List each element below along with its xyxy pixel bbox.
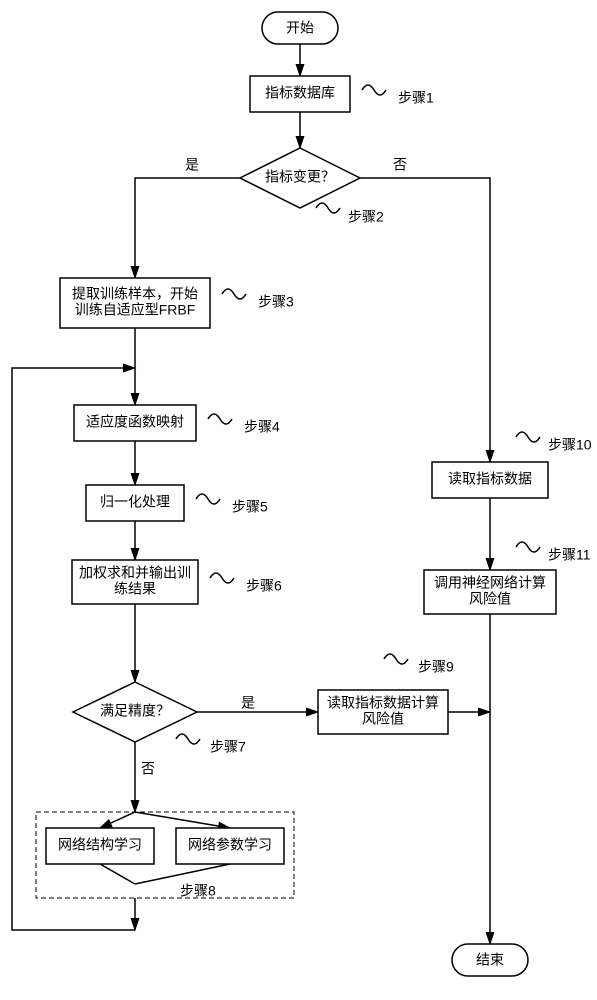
sq9 [384, 654, 408, 664]
svg-text:步骤11: 步骤11 [548, 547, 591, 563]
a-sub-merge-a [100, 864, 135, 884]
sq5 [196, 494, 220, 504]
sq1 [362, 85, 386, 95]
svg-text:指标变更？: 指标变更？ [265, 169, 335, 185]
svg-text:是: 是 [185, 157, 199, 173]
a-sub-merge-b [135, 864, 230, 884]
svg-text:是: 是 [241, 695, 255, 711]
sq6 [210, 573, 234, 583]
sq7 [176, 734, 200, 744]
sq11 [516, 542, 540, 552]
svg-text:提取训练样本，开始: 提取训练样本，开始 [72, 286, 198, 302]
svg-text:步骤4: 步骤4 [244, 419, 280, 435]
a-group-split-b [135, 812, 230, 828]
sq10 [516, 432, 540, 442]
svg-text:步骤9: 步骤9 [418, 659, 454, 675]
sq3 [222, 289, 246, 299]
svg-text:风险值: 风险值 [362, 711, 404, 727]
a-2-yes [135, 178, 240, 278]
svg-text:步骤8: 步骤8 [180, 883, 216, 899]
svg-text:读取指标数据: 读取指标数据 [448, 471, 532, 487]
svg-text:步骤10: 步骤10 [548, 437, 592, 453]
svg-text:适应度函数映射: 适应度函数映射 [86, 414, 184, 430]
svg-text:步骤6: 步骤6 [246, 578, 282, 594]
flowchart-canvas: 开始结束 指标数据库提取训练样本，开始训练自适应型FRBF 适应度函数映射归一化处理… [0, 0, 597, 1000]
svg-text:步骤3: 步骤3 [258, 294, 294, 310]
svg-text:满足精度？: 满足精度？ [100, 703, 170, 719]
sq4 [208, 414, 232, 424]
svg-text:练结果: 练结果 [114, 581, 156, 597]
svg-text:步骤1: 步骤1 [398, 90, 434, 106]
svg-text:归一化处理: 归一化处理 [100, 494, 170, 510]
svg-text:指标数据库: 指标数据库 [265, 85, 335, 101]
svg-text:调用神经网络计算: 调用神经网络计算 [434, 575, 546, 591]
svg-text:结束: 结束 [476, 952, 504, 968]
svg-text:否: 否 [393, 157, 407, 173]
svg-text:否: 否 [141, 761, 155, 777]
svg-text:加权求和并输出训: 加权求和并输出训 [79, 565, 191, 581]
svg-text:训练自适应型FRBF: 训练自适应型FRBF [75, 302, 196, 318]
svg-text:网络结构学习: 网络结构学习 [58, 837, 142, 853]
svg-text:读取指标数据计算: 读取指标数据计算 [327, 695, 439, 711]
sq2 [316, 203, 340, 213]
svg-text:风险值: 风险值 [469, 591, 511, 607]
svg-text:步骤5: 步骤5 [232, 499, 268, 515]
a-group-split-a [100, 812, 135, 828]
svg-text:网络参数学习: 网络参数学习 [188, 837, 272, 853]
svg-text:开始: 开始 [286, 20, 314, 36]
svg-text:步骤7: 步骤7 [210, 739, 246, 755]
svg-text:步骤2: 步骤2 [348, 209, 384, 225]
